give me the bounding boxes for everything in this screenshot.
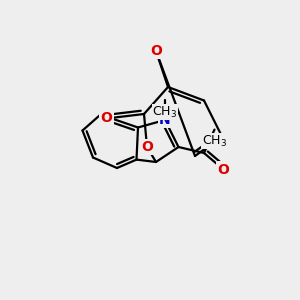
- Text: O: O: [150, 44, 162, 58]
- Text: O: O: [141, 140, 153, 154]
- Text: O: O: [100, 112, 112, 125]
- Text: O: O: [218, 163, 230, 176]
- Text: CH$_3$: CH$_3$: [152, 105, 178, 120]
- Text: N: N: [159, 113, 171, 127]
- Text: CH$_3$: CH$_3$: [202, 134, 227, 149]
